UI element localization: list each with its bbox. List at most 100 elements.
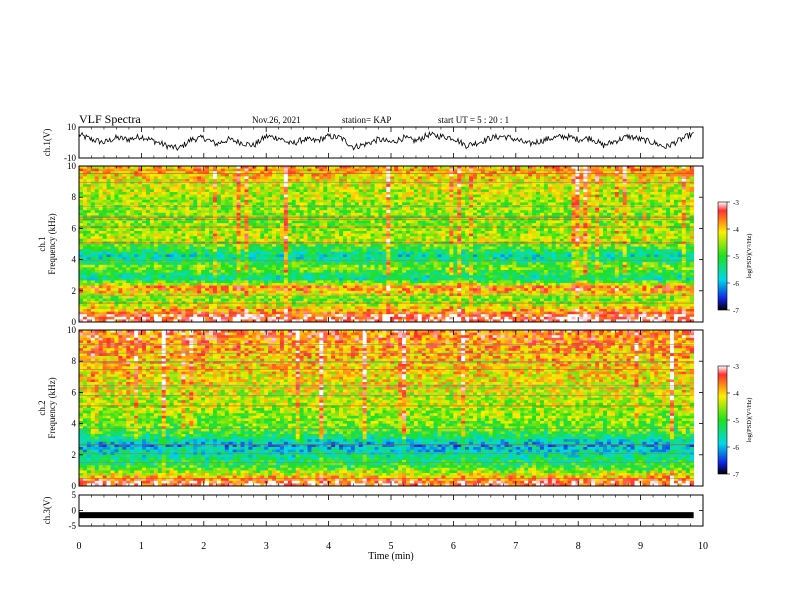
spectrogram-cell bbox=[614, 173, 620, 177]
spectrogram-cell bbox=[86, 246, 92, 250]
spectrogram-cell bbox=[587, 171, 592, 175]
spectrogram-cell bbox=[532, 220, 537, 224]
spectrogram-cell bbox=[276, 223, 281, 227]
spectrogram-cell bbox=[654, 197, 659, 201]
spectrogram-cell bbox=[244, 233, 249, 237]
spectrogram-cell bbox=[118, 171, 123, 175]
spectrogram-cell bbox=[98, 181, 104, 185]
spectrogram-cell bbox=[114, 241, 119, 245]
spectrogram-cell bbox=[110, 171, 115, 175]
spectrogram-cell bbox=[433, 238, 438, 242]
spectrogram-cell bbox=[567, 197, 572, 201]
spectrogram-cell bbox=[677, 186, 683, 190]
spectrogram-cell bbox=[662, 207, 667, 211]
spectrogram-cell bbox=[528, 194, 533, 198]
spectrogram-cell bbox=[350, 244, 356, 247]
spectrogram-cell bbox=[157, 184, 163, 188]
spectrogram-cell bbox=[449, 207, 454, 211]
spectrogram-cell bbox=[492, 202, 498, 206]
spectrogram-cell bbox=[303, 181, 308, 185]
spectrogram-cell bbox=[374, 176, 379, 180]
spectrogram-cell bbox=[508, 189, 513, 193]
spectrogram-cell bbox=[406, 212, 411, 216]
spectrogram-cell bbox=[441, 236, 446, 240]
spectrogram-cell bbox=[606, 241, 612, 245]
spectrogram-cell bbox=[362, 184, 368, 188]
spectrogram-cell bbox=[559, 194, 565, 198]
spectrogram-cell bbox=[575, 173, 580, 177]
spectrogram-cell bbox=[508, 231, 513, 234]
spectrogram-cell bbox=[563, 199, 568, 203]
spectrogram-cell bbox=[346, 166, 352, 169]
spectrogram-cell bbox=[555, 199, 561, 203]
spectrogram-cell bbox=[102, 189, 107, 193]
spectrogram-cell bbox=[228, 171, 234, 175]
spectrogram-cell bbox=[169, 228, 174, 232]
spectrogram-cell bbox=[362, 220, 368, 224]
spectrogram-cell bbox=[567, 212, 572, 216]
spectrogram-cell bbox=[441, 173, 446, 177]
spectrogram-cell bbox=[469, 186, 474, 190]
spectrogram-cell bbox=[658, 173, 663, 177]
spectrogram-cell bbox=[272, 207, 277, 211]
spectrogram-cell bbox=[106, 246, 111, 250]
spectrogram-cell bbox=[106, 233, 111, 237]
spectrogram-cell bbox=[264, 197, 269, 201]
spectrogram-cell bbox=[398, 210, 403, 214]
spectrogram-cell bbox=[264, 228, 269, 232]
spectrogram-cell bbox=[626, 233, 631, 237]
spectrogram-cell bbox=[634, 202, 639, 206]
spectrogram-cell bbox=[149, 228, 155, 232]
spectrogram-cell bbox=[335, 171, 340, 175]
spectrogram-cell bbox=[390, 186, 395, 190]
spectrogram-cell bbox=[539, 176, 545, 180]
spectrogram-cell bbox=[126, 199, 131, 203]
spectrogram-cell bbox=[433, 202, 438, 206]
spectrogram-cell bbox=[157, 207, 163, 211]
spectrogram-cell bbox=[543, 210, 549, 214]
spectrogram-cell bbox=[354, 228, 360, 232]
spectrogram-cell bbox=[185, 218, 190, 221]
spectrogram-cell bbox=[248, 207, 253, 211]
spectrogram-cell bbox=[201, 199, 206, 203]
spectrogram-cell bbox=[122, 192, 127, 195]
spectrogram-cell bbox=[630, 181, 635, 185]
spectrogram-cell bbox=[181, 197, 186, 201]
spectrogram-cell bbox=[390, 192, 395, 195]
spectrogram-cell bbox=[496, 231, 501, 234]
spectrogram-cell bbox=[536, 194, 541, 198]
spectrogram-cell bbox=[409, 166, 415, 169]
spectrogram-cell bbox=[122, 171, 127, 175]
spectrogram-cell bbox=[520, 223, 525, 227]
spectrogram-cell bbox=[157, 202, 163, 206]
spectrogram-cell bbox=[425, 231, 431, 234]
spectrogram-cell bbox=[508, 228, 513, 232]
spectrogram-cell bbox=[508, 186, 513, 190]
spectrogram-cell bbox=[90, 207, 96, 211]
spectrogram-cell bbox=[654, 181, 659, 185]
spectrogram-cell bbox=[122, 244, 127, 247]
spectrogram-cell bbox=[579, 233, 584, 237]
spectrogram-cell bbox=[272, 176, 277, 180]
spectrogram-cell bbox=[516, 244, 521, 247]
spectrogram-cell bbox=[339, 228, 344, 232]
spectrogram-cell bbox=[189, 171, 194, 175]
spectrogram-cell bbox=[279, 181, 285, 185]
spectrogram-cell bbox=[386, 223, 391, 227]
spectrogram-cell bbox=[295, 192, 301, 195]
spectrogram-cell bbox=[193, 179, 198, 182]
spectrogram-cell bbox=[433, 244, 438, 247]
spectrogram-cell bbox=[311, 197, 316, 201]
spectrogram-cell bbox=[563, 228, 568, 232]
spectrogram-cell bbox=[689, 197, 695, 201]
spectrogram-cell bbox=[437, 179, 442, 182]
spectrogram-cell bbox=[279, 202, 285, 206]
spectrogram-cell bbox=[228, 210, 234, 214]
spectrogram-cell bbox=[382, 197, 387, 201]
spectrogram-cell bbox=[149, 176, 155, 180]
spectrogram-cell bbox=[216, 228, 222, 232]
spectrogram-cell bbox=[591, 176, 596, 180]
spectrogram-cell bbox=[291, 223, 297, 227]
spectrogram-cell bbox=[453, 228, 458, 232]
spectrogram-cell bbox=[149, 184, 155, 188]
